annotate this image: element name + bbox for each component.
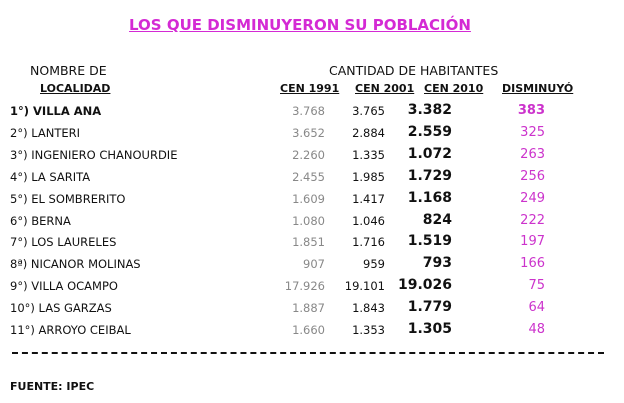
decrease-value: 166 — [520, 256, 545, 272]
locality-name: 6°) BERNA — [10, 213, 71, 228]
decrease-value: 383 — [517, 103, 545, 118]
cen-1991: 3.652 — [292, 125, 325, 140]
dashed-divider — [12, 352, 604, 354]
table-row: 6°) BERNA 1.080 1.046 824 222 — [0, 211, 624, 234]
cen-2001: 1.985 — [352, 169, 385, 184]
cen-2001: 19.101 — [344, 279, 385, 294]
cen-2010: 3.382 — [407, 102, 452, 118]
header-name-line2: LOCALIDAD — [40, 82, 111, 95]
decrease-value: 263 — [520, 146, 545, 162]
locality-name: 3°) INGENIERO CHANOURDIE — [10, 147, 178, 162]
cen-2010: 1.305 — [407, 321, 452, 337]
locality-name: 7°) LOS LAURELES — [10, 235, 117, 250]
cen-2010: 824 — [422, 211, 452, 228]
header-group: CANTIDAD DE HABITANTES — [329, 63, 499, 78]
cen-2010: 1.519 — [407, 233, 452, 250]
header-2001: CEN 2001 — [355, 82, 415, 95]
table-row: 8ª) NICANOR MOLINAS 907 959 793 166 — [0, 255, 624, 277]
cen-2001: 2.884 — [352, 125, 385, 140]
cen-2001: 1.353 — [352, 323, 385, 337]
header-1991: CEN 1991 — [280, 82, 340, 95]
table-row: 9°) VILLA OCAMPO 17.926 19.101 19.026 75 — [0, 277, 624, 299]
cen-2010: 2.559 — [407, 123, 452, 140]
locality-name: 10°) LAS GARZAS — [10, 301, 112, 316]
cen-2001: 1.716 — [352, 235, 385, 250]
cen-1991: 2.455 — [292, 169, 325, 184]
table-row: 10°) LAS GARZAS 1.887 1.843 1.779 64 — [0, 299, 624, 321]
cen-1991: 17.926 — [284, 279, 325, 294]
decrease-value: 256 — [520, 168, 545, 184]
cen-2010: 1.168 — [407, 189, 452, 206]
cen-1991: 3.768 — [292, 104, 325, 118]
cen-2010: 1.779 — [407, 299, 452, 316]
locality-name: 5°) EL SOMBRERITO — [10, 191, 126, 206]
table-row: 5°) EL SOMBRERITO 1.609 1.417 1.168 249 — [0, 189, 624, 212]
cen-2001: 959 — [363, 257, 385, 272]
decrease-value: 249 — [520, 190, 545, 206]
decrease-value: 197 — [520, 234, 545, 250]
locality-name: 11°) ARROYO CEIBAL — [10, 323, 131, 337]
cen-1991: 1.660 — [292, 323, 325, 337]
cen-1991: 1.887 — [292, 301, 325, 316]
locality-name: 9°) VILLA OCAMPO — [10, 279, 118, 294]
cen-1991: 1.609 — [292, 191, 325, 206]
page-title: LOS QUE DISMINUYERON SU POBLACIÓN — [129, 16, 471, 34]
table-row: 1°) VILLA ANA 3.768 3.765 3.382 383 — [0, 102, 624, 124]
cen-1991: 1.080 — [292, 213, 325, 228]
cen-1991: 1.851 — [292, 235, 325, 250]
cen-1991: 907 — [303, 257, 325, 272]
decrease-value: 222 — [520, 212, 545, 228]
decrease-value: 325 — [520, 124, 545, 140]
cen-2001: 1.417 — [352, 191, 385, 206]
table-row: 7°) LOS LAURELES 1.851 1.716 1.519 197 — [0, 233, 624, 255]
header-disminuyo: DISMINUYÓ — [502, 82, 574, 95]
table-row: 3°) INGENIERO CHANOURDIE 2.260 1.335 1.072 2… — [0, 145, 624, 168]
cen-2001: 3.765 — [352, 104, 385, 118]
cen-2001: 1.046 — [352, 213, 385, 228]
cen-2010: 1.729 — [407, 167, 452, 184]
decrease-value: 48 — [528, 322, 545, 337]
locality-name: 4°) LA SARITA — [10, 169, 91, 184]
cen-2010: 19.026 — [397, 277, 452, 294]
locality-name: 1°) VILLA ANA — [10, 104, 102, 118]
table-row: 4°) LA SARITA 2.455 1.985 1.729 256 — [0, 167, 624, 190]
locality-name: 2°) LANTERI — [10, 125, 81, 140]
cen-2010: 793 — [422, 255, 452, 272]
table-row: 11°) ARROYO CEIBAL 1.660 1.353 1.305 48 — [0, 321, 624, 343]
decrease-value: 75 — [528, 278, 545, 294]
header-name-line1: NOMBRE DE — [30, 63, 107, 78]
decrease-value: 64 — [528, 300, 545, 316]
table-row: 2°) LANTERI 3.652 2.884 2.559 325 — [0, 123, 624, 146]
cen-2001: 1.843 — [352, 301, 385, 316]
header-2010: CEN 2010 — [424, 82, 484, 95]
cen-1991: 2.260 — [292, 147, 325, 162]
source-note: FUENTE: IPEC — [10, 380, 95, 393]
cen-2001: 1.335 — [352, 147, 385, 162]
cen-2010: 1.072 — [407, 145, 452, 162]
locality-name: 8ª) NICANOR MOLINAS — [10, 257, 141, 272]
